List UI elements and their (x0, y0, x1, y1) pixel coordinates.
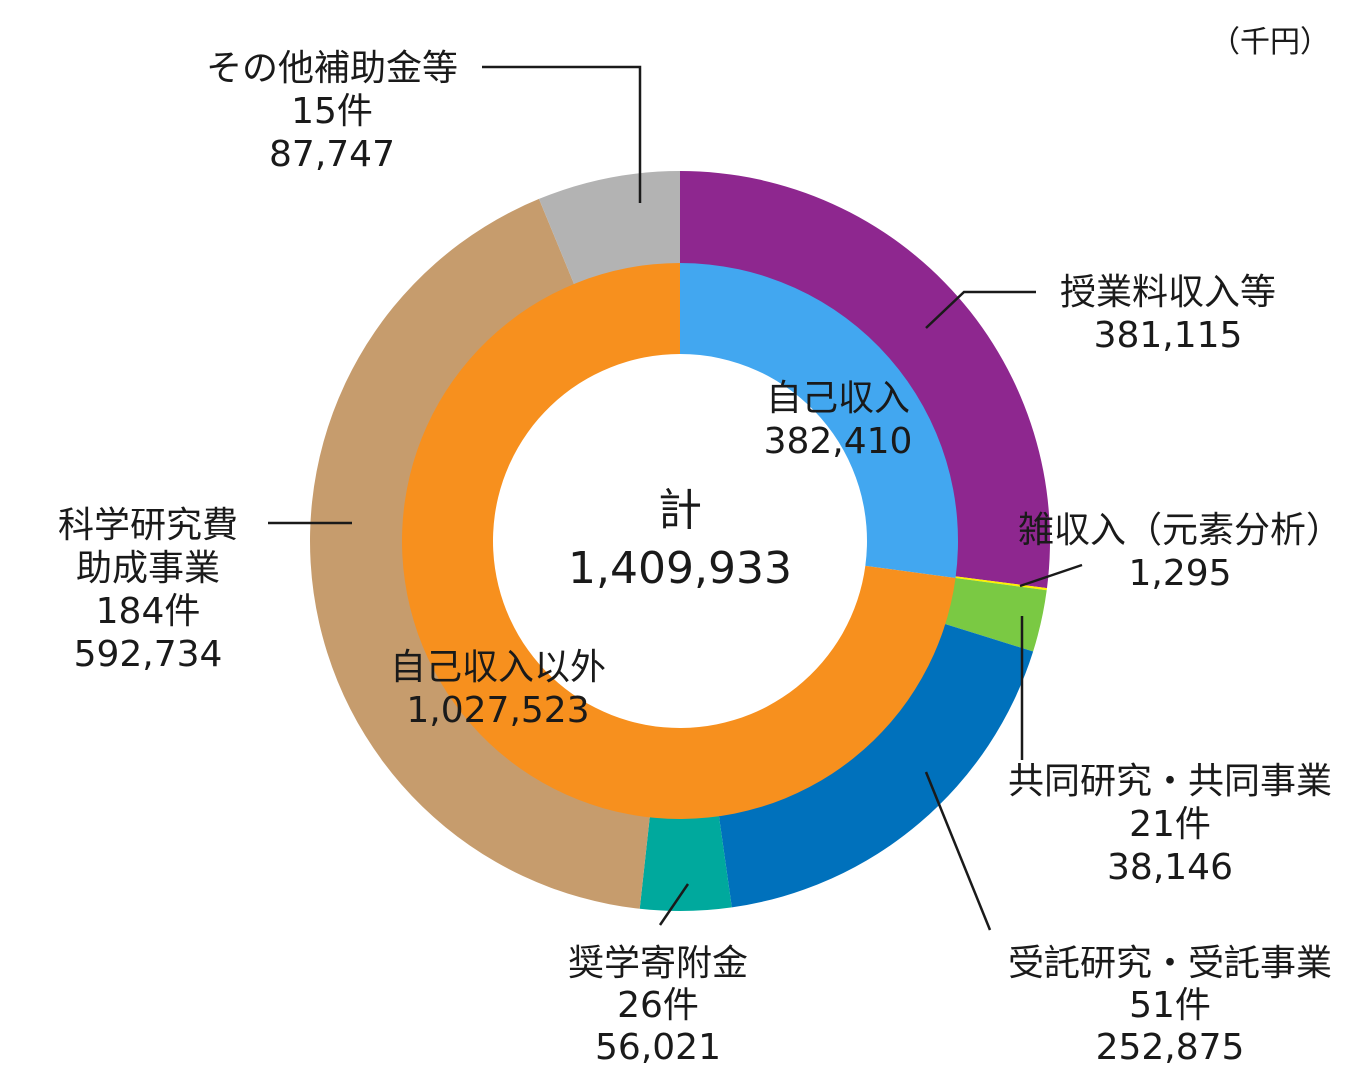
label-contract-value: 252,875 (1096, 1027, 1245, 1068)
label-scholarship-count: 26件 (617, 985, 699, 1026)
label-joint-count: 21件 (1129, 804, 1211, 845)
unit-label: （千円） (1210, 25, 1330, 60)
inner-label-self-income-name: 自己収入 (766, 378, 910, 419)
total-label: 計 (658, 485, 702, 536)
label-kaken-name-line2: 助成事業 (76, 548, 220, 589)
label-other-subsidy: その他補助金等 15件 87,747 (206, 48, 458, 175)
label-kaken-value: 592,734 (74, 634, 223, 675)
label-contract-count: 51件 (1129, 985, 1211, 1026)
label-contract: 受託研究・受託事業 51件 252,875 (1008, 943, 1332, 1068)
label-other-subsidy-count: 15件 (291, 91, 373, 132)
label-tuition: 授業料収入等 381,115 (1060, 272, 1276, 356)
inner-slice-0 (680, 263, 958, 578)
label-misc-value: 1,295 (1128, 553, 1231, 594)
inner-ring (402, 263, 958, 819)
inner-label-self-income-value: 382,410 (764, 421, 913, 462)
leader-line-scholarship (658, 883, 690, 926)
leader-lines (268, 65, 1083, 931)
outer-slice-5 (309, 198, 650, 909)
leader-line-contract (924, 771, 992, 931)
outer-slice-0 (680, 171, 1050, 589)
leader-line-other-subsidy (482, 65, 642, 203)
label-joint-name: 共同研究・共同事業 (1008, 761, 1332, 802)
label-tuition-value: 381,115 (1094, 315, 1243, 356)
inner-label-other-name: 自己収入以外 (390, 647, 606, 688)
inner-slice-1 (402, 263, 956, 819)
label-other-subsidy-name: その他補助金等 (206, 48, 458, 89)
label-misc: 雑収入（元素分析） 1,295 (1018, 510, 1342, 594)
label-scholarship-value: 56,021 (595, 1027, 721, 1068)
label-kaken: 科学研究費 助成事業 184件 592,734 (58, 505, 238, 675)
label-other-subsidy-value: 87,747 (269, 134, 395, 175)
total-value: 1,409,933 (568, 543, 792, 594)
leader-line-tuition (925, 290, 1036, 329)
label-contract-name: 受託研究・受託事業 (1008, 943, 1332, 984)
label-scholarship-name: 奨学寄附金 (568, 943, 748, 984)
leader-line-misc (1019, 563, 1083, 588)
label-tuition-name: 授業料収入等 (1060, 272, 1276, 313)
outer-slice-6 (538, 171, 680, 286)
outer-slice-1 (953, 576, 1047, 591)
inner-label-other-value: 1,027,523 (406, 690, 589, 731)
outer-slice-3 (718, 623, 1034, 908)
label-scholarship: 奨学寄附金 26件 56,021 (568, 943, 748, 1068)
label-joint-value: 38,146 (1107, 847, 1233, 888)
label-joint: 共同研究・共同事業 21件 38,146 (1008, 761, 1332, 888)
outer-slice-4 (639, 814, 732, 911)
outer-ring (309, 171, 1050, 911)
label-misc-name: 雑収入（元素分析） (1018, 510, 1342, 551)
label-kaken-name-line1: 科学研究費 (58, 505, 238, 546)
label-kaken-count: 184件 (96, 591, 201, 632)
